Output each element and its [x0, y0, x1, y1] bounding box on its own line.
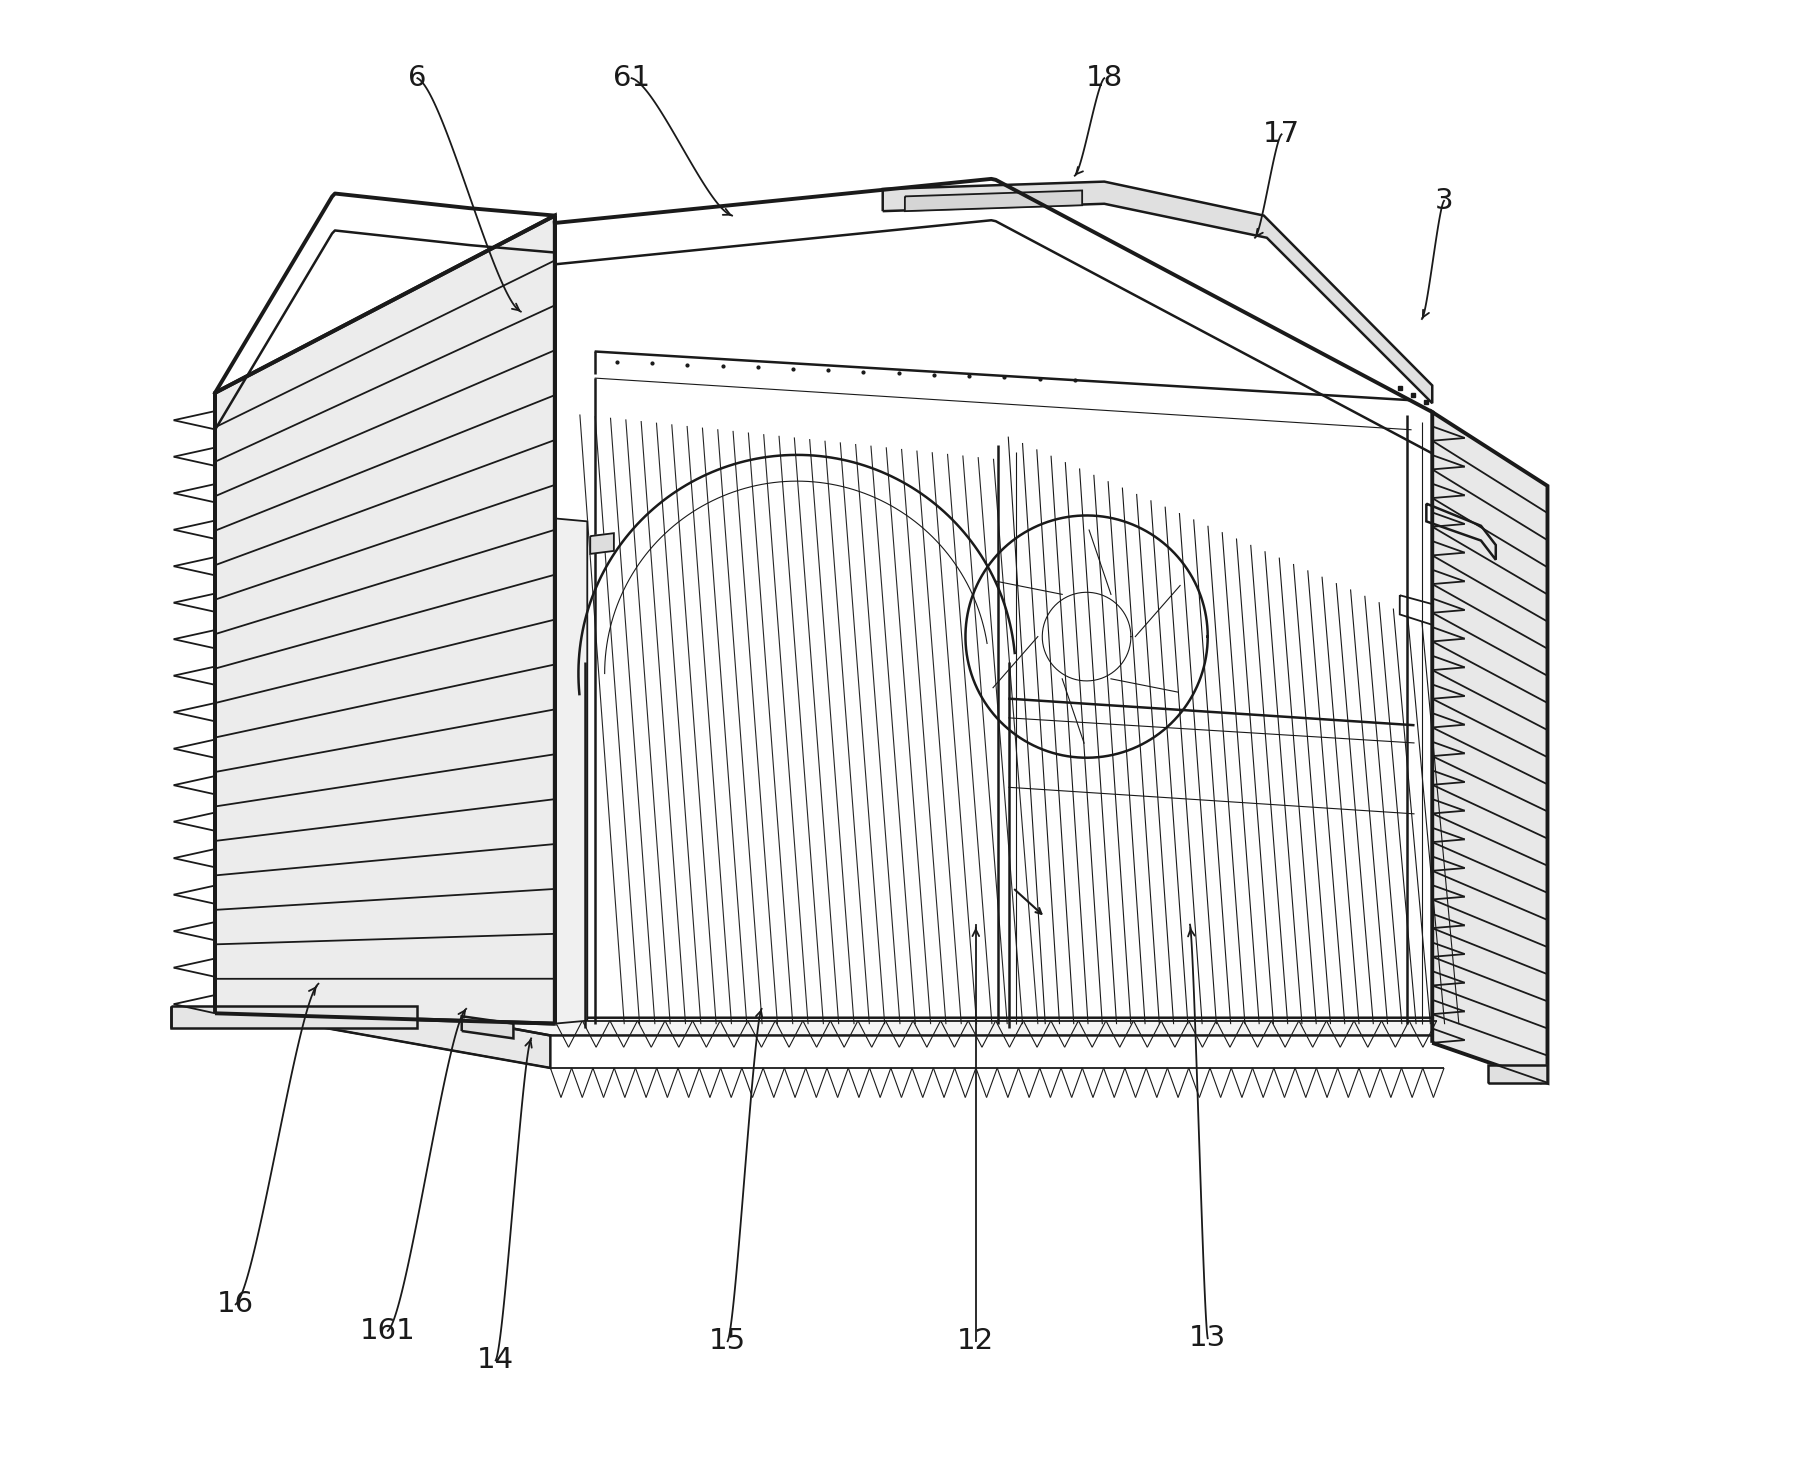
Text: 17: 17 [1264, 120, 1300, 148]
Text: 161: 161 [361, 1317, 416, 1345]
Polygon shape [1432, 411, 1547, 1083]
Text: 15: 15 [709, 1328, 747, 1356]
Text: 14: 14 [477, 1347, 513, 1375]
Text: 61: 61 [614, 64, 650, 92]
Text: 6: 6 [407, 64, 427, 92]
Text: 13: 13 [1188, 1325, 1226, 1353]
Polygon shape [905, 191, 1082, 212]
Polygon shape [883, 182, 1432, 403]
Polygon shape [284, 987, 551, 1069]
Polygon shape [215, 216, 555, 1024]
Text: 12: 12 [957, 1328, 994, 1356]
Polygon shape [555, 518, 587, 1024]
Polygon shape [284, 969, 1540, 1083]
Polygon shape [215, 209, 1547, 1088]
Polygon shape [461, 1017, 513, 1039]
Polygon shape [171, 1006, 418, 1029]
Text: 16: 16 [217, 1291, 255, 1319]
Polygon shape [1488, 1066, 1547, 1083]
Text: 18: 18 [1086, 64, 1124, 92]
Text: 3: 3 [1434, 186, 1454, 215]
Polygon shape [591, 533, 614, 554]
